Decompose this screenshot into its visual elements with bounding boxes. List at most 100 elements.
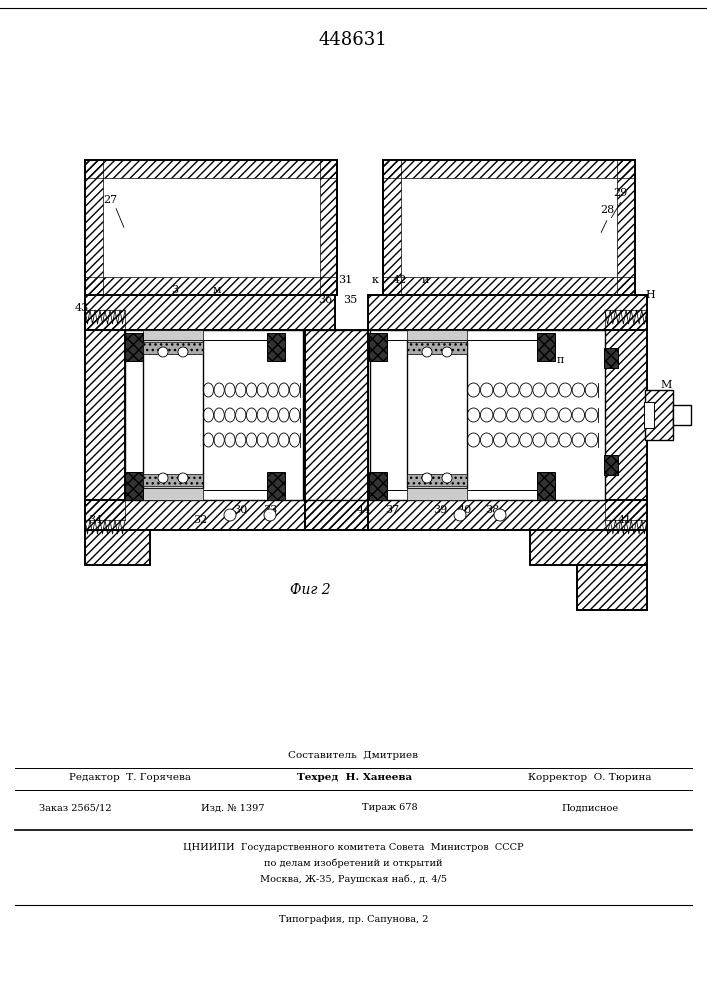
Text: Изд. № 1397: Изд. № 1397 bbox=[201, 804, 264, 812]
Circle shape bbox=[178, 473, 188, 483]
Circle shape bbox=[442, 473, 452, 483]
Text: м: м bbox=[213, 285, 221, 295]
Bar bbox=[645, 390, 673, 440]
Bar bbox=[605, 310, 647, 520]
Text: 37: 37 bbox=[385, 505, 399, 515]
Bar bbox=[320, 160, 337, 295]
Bar bbox=[368, 295, 647, 330]
Text: Составитель  Дмитриев: Составитель Дмитриев bbox=[288, 750, 419, 760]
Bar bbox=[407, 340, 467, 488]
Text: Москва, Ж-35, Раушская наб., д. 4/5: Москва, Ж-35, Раушская наб., д. 4/5 bbox=[260, 874, 447, 884]
Bar bbox=[383, 277, 635, 295]
Bar bbox=[577, 565, 647, 610]
Circle shape bbox=[158, 473, 168, 483]
Text: Фиг 2: Фиг 2 bbox=[290, 583, 330, 597]
Circle shape bbox=[224, 509, 236, 521]
Text: 3: 3 bbox=[171, 285, 179, 295]
Bar bbox=[85, 500, 647, 530]
Circle shape bbox=[158, 347, 168, 357]
Bar bbox=[530, 530, 647, 565]
Bar bbox=[605, 310, 647, 520]
Circle shape bbox=[422, 473, 432, 483]
Bar bbox=[368, 295, 647, 330]
Text: 42: 42 bbox=[393, 275, 407, 285]
Bar bbox=[85, 295, 335, 330]
Text: п: п bbox=[556, 355, 563, 365]
Bar bbox=[85, 530, 150, 565]
Bar bbox=[407, 342, 467, 354]
Text: 41: 41 bbox=[618, 515, 632, 525]
Bar bbox=[305, 330, 368, 530]
Text: 30: 30 bbox=[233, 505, 247, 515]
Circle shape bbox=[494, 509, 506, 521]
Circle shape bbox=[442, 347, 452, 357]
Circle shape bbox=[454, 509, 466, 521]
Text: 32: 32 bbox=[193, 515, 207, 525]
Bar bbox=[85, 295, 335, 330]
Bar bbox=[85, 310, 125, 520]
Bar bbox=[85, 530, 150, 565]
Bar bbox=[604, 455, 618, 475]
Bar bbox=[645, 390, 673, 440]
Bar bbox=[143, 342, 203, 354]
Bar bbox=[369, 472, 387, 500]
Bar bbox=[85, 500, 647, 530]
Text: Н: Н bbox=[645, 290, 655, 300]
Bar bbox=[125, 472, 143, 500]
Bar bbox=[125, 333, 143, 361]
Text: 39: 39 bbox=[433, 505, 447, 515]
Bar bbox=[85, 160, 103, 295]
Text: 448631: 448631 bbox=[319, 31, 387, 49]
Bar bbox=[383, 160, 635, 178]
Bar bbox=[604, 348, 618, 368]
Bar bbox=[407, 330, 467, 340]
Text: 44: 44 bbox=[357, 505, 371, 515]
Text: 43: 43 bbox=[75, 303, 89, 313]
Bar bbox=[530, 530, 647, 565]
Bar bbox=[143, 488, 203, 500]
Bar bbox=[85, 160, 337, 178]
Text: 35: 35 bbox=[343, 295, 357, 305]
Text: Заказ 2565/12: Заказ 2565/12 bbox=[39, 804, 111, 812]
Text: ЦНИИПИ  Государственного комитета Совета  Министров  СССР: ЦНИИПИ Государственного комитета Совета … bbox=[183, 842, 524, 852]
Bar bbox=[537, 333, 555, 361]
Text: 34: 34 bbox=[88, 515, 102, 525]
Circle shape bbox=[422, 347, 432, 357]
Text: 40: 40 bbox=[458, 505, 472, 515]
Bar bbox=[143, 474, 203, 486]
Text: 36: 36 bbox=[318, 295, 332, 305]
Bar bbox=[673, 405, 691, 425]
Bar bbox=[85, 310, 125, 520]
Bar bbox=[370, 330, 605, 500]
Bar bbox=[267, 472, 285, 500]
Bar bbox=[305, 330, 368, 530]
Bar bbox=[383, 160, 401, 295]
Bar bbox=[125, 330, 303, 500]
Text: Типография, пр. Сапунова, 2: Типография, пр. Сапунова, 2 bbox=[279, 916, 428, 924]
Text: Подписное: Подписное bbox=[561, 804, 619, 812]
Bar bbox=[143, 330, 203, 340]
Bar bbox=[267, 333, 285, 361]
Bar bbox=[369, 333, 387, 361]
Text: Тираж 678: Тираж 678 bbox=[362, 804, 418, 812]
Text: к: к bbox=[372, 275, 378, 285]
Bar bbox=[407, 474, 467, 486]
Text: Редактор  Т. Горячева: Редактор Т. Горячева bbox=[69, 774, 191, 782]
Bar bbox=[644, 402, 654, 428]
Text: 33: 33 bbox=[263, 505, 277, 515]
Bar bbox=[85, 160, 337, 295]
Text: 29: 29 bbox=[613, 188, 627, 198]
Bar bbox=[143, 340, 203, 488]
Text: 28: 28 bbox=[600, 205, 614, 215]
Text: М: М bbox=[660, 380, 672, 390]
Text: Корректор  О. Тюрина: Корректор О. Тюрина bbox=[528, 774, 652, 782]
Bar bbox=[85, 277, 337, 295]
Bar bbox=[577, 565, 647, 610]
Text: 38: 38 bbox=[485, 505, 499, 515]
Text: 31: 31 bbox=[338, 275, 352, 285]
Circle shape bbox=[178, 347, 188, 357]
Text: Техред  Н. Ханеева: Техред Н. Ханеева bbox=[298, 774, 413, 782]
Bar bbox=[617, 160, 635, 295]
Bar bbox=[407, 488, 467, 500]
Bar bbox=[383, 160, 635, 295]
